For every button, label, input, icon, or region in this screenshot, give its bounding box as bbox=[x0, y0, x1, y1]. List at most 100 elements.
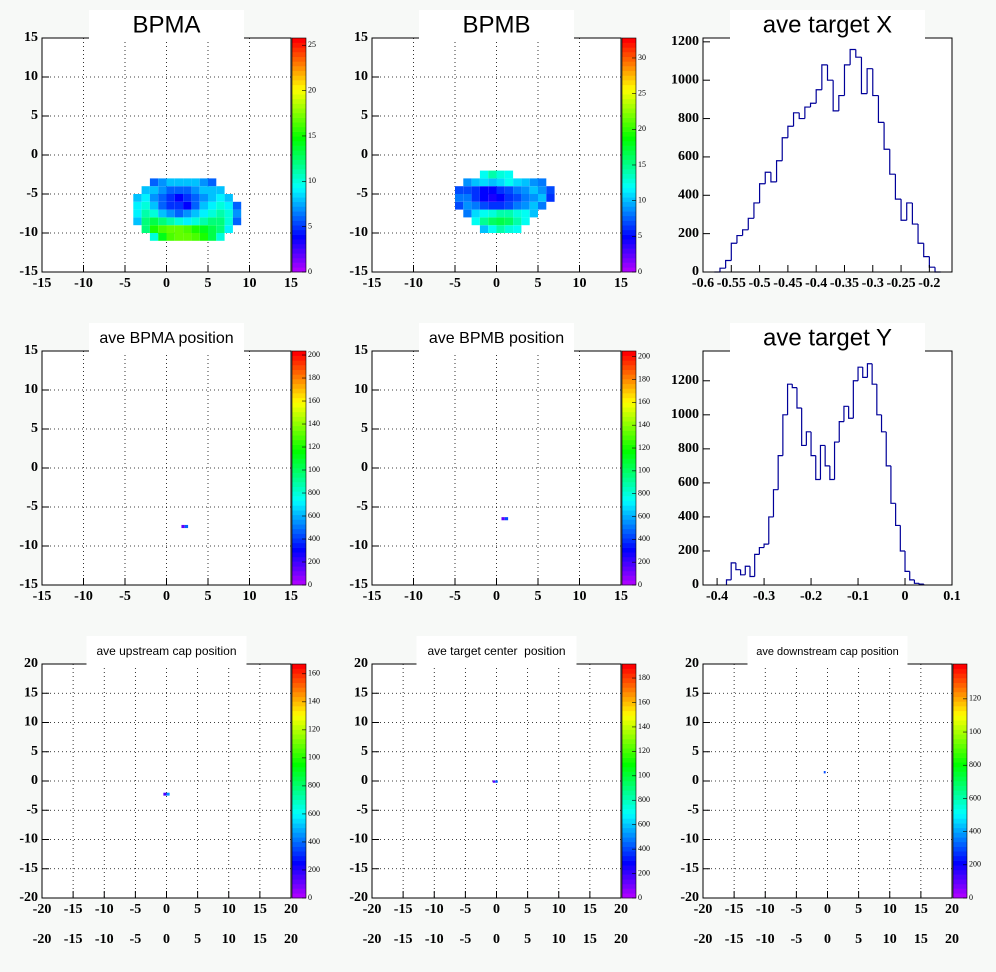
z-tick-label: 600 bbox=[308, 511, 320, 520]
histogram-step bbox=[866, 68, 873, 94]
histogram-step bbox=[730, 242, 737, 261]
histogram-step bbox=[913, 579, 920, 584]
histogram-step bbox=[843, 405, 849, 422]
x-tick-label: -0.45 bbox=[773, 276, 802, 291]
color-bar-band bbox=[292, 879, 306, 885]
heatmap-cell bbox=[521, 178, 530, 187]
heatmap-cell bbox=[199, 217, 208, 226]
histogram-step bbox=[792, 112, 800, 127]
heatmap-cell bbox=[504, 517, 509, 521]
color-bar-band bbox=[292, 827, 306, 833]
x-tick-label: -5 bbox=[449, 589, 461, 604]
color-bar-band bbox=[622, 197, 636, 203]
color-bar-band bbox=[622, 575, 636, 581]
x-tick-label-echo: 5 bbox=[855, 932, 862, 947]
x-tick-label: 5 bbox=[535, 589, 542, 604]
y-tick-label: 10 bbox=[24, 715, 38, 730]
color-bar-band bbox=[622, 477, 636, 483]
color-bar-band bbox=[622, 799, 636, 805]
histogram-step bbox=[787, 125, 794, 138]
y-tick-label: 0 bbox=[361, 460, 368, 475]
color-bar-band bbox=[292, 425, 306, 431]
z-tick-label: 600 bbox=[638, 820, 650, 829]
color-bar-band bbox=[292, 439, 306, 445]
x-tick-label-echo: -15 bbox=[725, 932, 744, 947]
x-tick-label-echo: 15 bbox=[583, 932, 597, 947]
color-bar-band bbox=[953, 813, 967, 819]
heatmap-cell bbox=[216, 186, 225, 194]
color-bar-band bbox=[953, 771, 967, 777]
color-bar-band bbox=[622, 84, 636, 90]
color-bar-band bbox=[622, 159, 636, 165]
heatmap-cell bbox=[504, 186, 514, 194]
z-tick-label: 600 bbox=[638, 511, 650, 520]
color-bar-band bbox=[953, 762, 967, 768]
color-bar-band bbox=[292, 187, 306, 193]
heatmap-cell bbox=[513, 201, 522, 210]
heatmap-cell bbox=[495, 780, 498, 783]
heatmap-cell bbox=[479, 201, 489, 210]
x-tick-label-echo: 0 bbox=[493, 932, 500, 947]
heatmap-cell bbox=[471, 217, 480, 226]
color-bar-band bbox=[292, 776, 306, 782]
x-tick-label: 10 bbox=[883, 902, 897, 917]
heatmap-cell bbox=[141, 225, 150, 233]
heatmap-cell bbox=[232, 209, 242, 218]
heatmap-cell bbox=[191, 178, 200, 187]
color-bar-band bbox=[622, 710, 636, 716]
heatmap-cell bbox=[471, 178, 480, 187]
chart-title: ave BPMA position bbox=[99, 330, 233, 347]
color-bar-band bbox=[292, 159, 306, 165]
heatmap-cell bbox=[488, 170, 497, 179]
z-tick-label: 400 bbox=[638, 844, 650, 853]
color-bar-band bbox=[953, 710, 967, 716]
color-bar-band bbox=[292, 257, 306, 263]
y-tick-label: -10 bbox=[349, 832, 368, 847]
histogram-step bbox=[885, 431, 891, 467]
color-bar-band bbox=[292, 206, 306, 212]
x-tick-label-echo: 20 bbox=[614, 932, 628, 947]
color-bar-frame bbox=[291, 37, 307, 273]
color-bar-band bbox=[292, 799, 306, 805]
color-bar-band bbox=[622, 542, 636, 548]
z-tick-label: 0 bbox=[638, 580, 642, 589]
color-bar-band bbox=[292, 66, 306, 72]
heatmap-cell bbox=[521, 217, 530, 226]
color-bar-band bbox=[622, 869, 636, 875]
z-tick-label: 140 bbox=[638, 420, 650, 429]
y-tick-label: -5 bbox=[26, 186, 38, 201]
color-bar-band bbox=[953, 687, 967, 693]
color-bar-band bbox=[622, 552, 636, 558]
color-bar-band bbox=[292, 253, 306, 259]
color-bar-frame bbox=[621, 350, 637, 586]
color-bar-band bbox=[953, 851, 967, 857]
color-bar-band bbox=[622, 453, 636, 459]
color-bar-band bbox=[292, 664, 306, 669]
color-bar-band bbox=[622, 169, 636, 175]
histogram-step bbox=[872, 68, 879, 97]
heatmap-cell bbox=[208, 233, 217, 241]
heatmap-cell bbox=[471, 186, 480, 194]
color-bar-band bbox=[292, 818, 306, 824]
heatmap-cell bbox=[149, 186, 159, 194]
chart-title: ave BPMB position bbox=[429, 330, 564, 347]
heatmap-cell bbox=[488, 217, 497, 226]
color-bar-band bbox=[622, 668, 636, 674]
color-bar-band bbox=[622, 500, 636, 506]
x-tick-label-echo: -20 bbox=[363, 932, 382, 947]
color-bar-band bbox=[292, 888, 306, 894]
chart-title: BPMB bbox=[462, 11, 530, 38]
color-bar-band bbox=[622, 131, 636, 137]
y-tick-label: 1200 bbox=[671, 373, 699, 388]
color-bar-band bbox=[292, 122, 306, 128]
color-bar-band bbox=[292, 243, 306, 249]
color-bar-band bbox=[953, 855, 967, 861]
x-tick-label: -0.5 bbox=[749, 276, 771, 291]
z-tick-label: 120 bbox=[638, 746, 650, 755]
x-tick-label: -0.4 bbox=[706, 589, 728, 604]
histogram-step bbox=[736, 234, 743, 244]
y-tick-label: 10 bbox=[24, 69, 38, 84]
color-bar-band bbox=[953, 804, 967, 810]
x-tick-label: 10 bbox=[573, 589, 587, 604]
color-bar-band bbox=[292, 61, 306, 67]
